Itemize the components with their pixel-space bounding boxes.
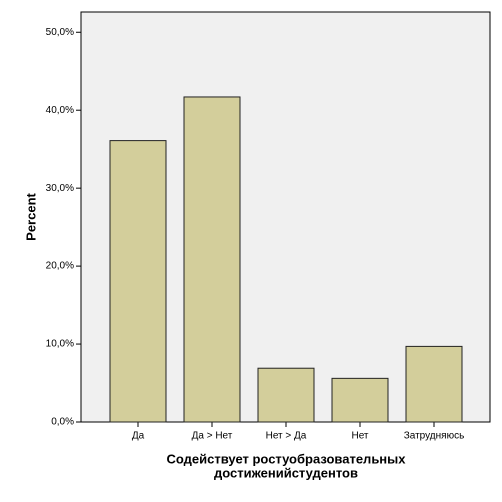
x-tick-label: Нет > Да bbox=[266, 431, 307, 442]
y-tick-label: 10,0% bbox=[46, 339, 74, 350]
y-axis-title: Percent bbox=[23, 192, 38, 240]
y-tick-label: 0,0% bbox=[51, 417, 74, 428]
x-tick-label: Нет bbox=[351, 431, 368, 442]
y-tick-label: 50,0% bbox=[46, 27, 74, 38]
bar bbox=[109, 140, 167, 423]
bar bbox=[183, 96, 241, 423]
x-axis-title: Содействует ростуобразовательных bbox=[167, 451, 407, 466]
y-tick-label: 30,0% bbox=[46, 183, 74, 194]
y-tick-label: 40,0% bbox=[46, 105, 74, 116]
bar bbox=[257, 367, 315, 423]
x-tick-label: Да bbox=[132, 431, 145, 442]
x-tick-label: Затрудняюсь bbox=[404, 431, 465, 442]
x-axis-title: достиженийстудентов bbox=[214, 465, 358, 480]
bar bbox=[331, 377, 389, 423]
x-tick-label: Да > Нет bbox=[192, 431, 233, 442]
y-tick-label: 20,0% bbox=[46, 261, 74, 272]
bar bbox=[405, 345, 463, 423]
